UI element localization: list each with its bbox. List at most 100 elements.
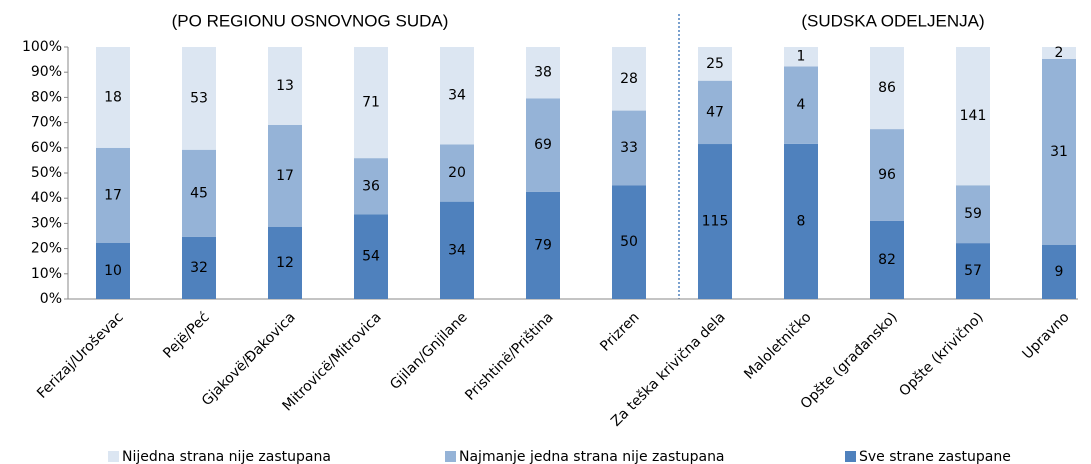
data-label: 20: [448, 165, 466, 181]
bar-segment: [182, 47, 216, 150]
bar-segment: [612, 185, 646, 299]
bar-segment: [870, 220, 904, 299]
data-label: 33: [620, 140, 638, 156]
data-label: 4: [797, 97, 806, 113]
data-label: 50: [620, 234, 638, 250]
data-label: 82: [878, 252, 896, 268]
data-label: 53: [190, 90, 208, 106]
data-label: 31: [1050, 144, 1068, 160]
x-tick-label: Opšte (krivično): [896, 309, 986, 399]
data-label: 69: [534, 137, 552, 153]
bar-segment: [354, 47, 388, 159]
bar-segment: [96, 147, 130, 243]
data-label: 71: [362, 95, 380, 111]
y-tick-label: 80%: [31, 89, 62, 105]
bar-segment: [526, 98, 560, 192]
data-label: 25: [706, 56, 724, 72]
bar-segment: [784, 47, 818, 67]
y-tick-label: 20%: [31, 241, 62, 257]
bar-segment: [440, 201, 474, 299]
data-label: 59: [964, 206, 982, 222]
legend-swatch: [108, 451, 119, 462]
x-tick-label: Gjakovë/Đakovica: [199, 309, 299, 409]
data-label: 86: [878, 80, 896, 96]
data-label: 34: [448, 88, 466, 104]
legend-swatch: [845, 451, 856, 462]
data-label: 28: [620, 71, 638, 87]
bar-segment: [440, 47, 474, 145]
bar-segment: [1042, 59, 1076, 245]
y-tick-label: 100%: [22, 39, 62, 55]
bar-segment: [268, 125, 302, 227]
bar-segment: [268, 47, 302, 125]
x-tick-label: Mitrovicë/Mitrovica: [280, 309, 385, 414]
bar-segment: [956, 243, 990, 299]
data-label: 18: [104, 89, 122, 105]
data-label: 1: [797, 49, 806, 65]
data-label: 36: [362, 178, 380, 194]
legend-label: Sve strane zastupane: [859, 449, 1011, 464]
bar-segment: [612, 47, 646, 111]
data-label: 115: [702, 214, 729, 230]
data-label: 141: [960, 108, 987, 124]
x-tick-label: Ferizaj/Uroševac: [34, 309, 126, 401]
data-label: 12: [276, 255, 294, 271]
bar-segment: [784, 143, 818, 299]
y-tick-label: 50%: [31, 165, 62, 181]
bar-segment: [354, 214, 388, 299]
bar-segment: [354, 158, 388, 215]
legend-swatch: [445, 451, 456, 462]
y-tick-label: 0%: [40, 291, 62, 307]
section-header: (SUDSKA ODELJENJA): [801, 11, 984, 30]
data-label: 54: [362, 249, 380, 265]
x-tick-label: Prizren: [597, 309, 642, 354]
bar-segment: [612, 110, 646, 186]
y-tick-label: 40%: [31, 190, 62, 206]
data-label: 45: [190, 185, 208, 201]
data-label: 17: [276, 168, 294, 184]
bar-segment: [526, 47, 560, 99]
bar-segment: [440, 144, 474, 202]
bar-segment: [784, 66, 818, 144]
data-label: 9: [1055, 264, 1064, 280]
bar-segment: [96, 47, 130, 148]
x-tick-label: Opšte (građansko): [798, 309, 901, 412]
bar-segment: [1042, 245, 1076, 299]
legend-label: Najmanje jedna strana nije zastupana: [459, 449, 725, 464]
x-tick-label: Upravno: [1019, 309, 1072, 362]
bar-segment: [870, 129, 904, 221]
x-tick-label: Pejë/Peć: [160, 309, 212, 361]
bar-segment: [698, 47, 732, 81]
bar-segment: [956, 185, 990, 244]
data-label: 13: [276, 78, 294, 94]
bar-segment: [268, 227, 302, 299]
y-tick-label: 60%: [31, 140, 62, 156]
y-tick-label: 10%: [31, 266, 62, 282]
data-label: 8: [797, 213, 806, 229]
bar-segment: [182, 236, 216, 299]
bar-segment: [526, 191, 560, 299]
y-tick-label: 90%: [31, 64, 62, 80]
bar-segment: [698, 144, 732, 299]
bar-segment: [870, 47, 904, 130]
data-label: 57: [964, 263, 982, 279]
bar-segment: [182, 149, 216, 237]
bar-segment: [956, 47, 990, 186]
x-tick-label: Prishtinë/Priština: [462, 309, 556, 403]
section-header: (PO REGIONU OSNOVNOG SUDA): [172, 11, 449, 30]
x-tick-label: Gjilan/Gnjilane: [387, 309, 471, 393]
data-label: 79: [534, 237, 552, 253]
data-label: 10: [104, 263, 122, 279]
legend-label: Nijedna strana nije zastupana: [122, 449, 331, 464]
data-label: 96: [878, 167, 896, 183]
x-tick-label: Maloletničko: [741, 309, 814, 382]
bar-segment: [96, 243, 130, 299]
y-tick-label: 30%: [31, 215, 62, 231]
bar-segment: [1042, 47, 1076, 59]
data-label: 38: [534, 65, 552, 81]
data-label: 17: [104, 187, 122, 203]
data-label: 2: [1055, 45, 1064, 61]
data-label: 34: [448, 242, 466, 258]
y-tick-label: 70%: [31, 115, 62, 131]
